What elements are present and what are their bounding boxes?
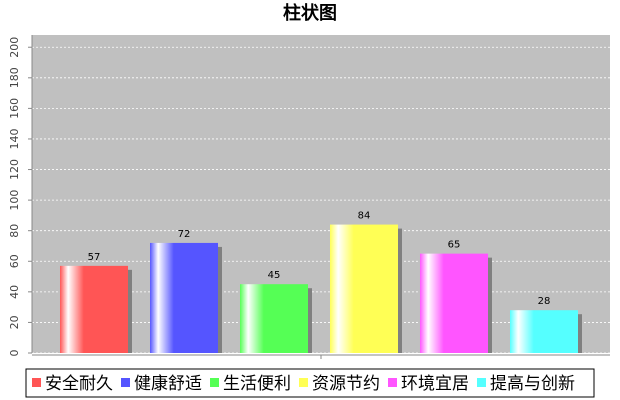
legend-swatch xyxy=(210,378,219,387)
y-tick-label: 180 xyxy=(8,67,21,88)
y-tick-label: 160 xyxy=(8,98,21,119)
legend-swatch xyxy=(299,378,308,387)
legend-label: 生活便利 xyxy=(223,374,291,394)
bar xyxy=(60,265,128,353)
chart-title: 柱状图 xyxy=(283,2,337,24)
bar xyxy=(420,253,488,353)
legend-label: 资源节约 xyxy=(312,374,380,394)
bar xyxy=(510,310,578,353)
value-label: 45 xyxy=(268,270,281,281)
y-tick-label: 120 xyxy=(8,159,21,180)
legend-swatch xyxy=(32,378,41,387)
y-tick-label: 0 xyxy=(8,350,21,357)
legend-swatch xyxy=(121,378,130,387)
y-tick-label: 60 xyxy=(8,254,21,268)
y-tick-label: 80 xyxy=(8,224,21,238)
y-tick-label: 200 xyxy=(8,37,21,58)
legend-label: 提高与创新 xyxy=(490,374,575,394)
value-label: 65 xyxy=(448,240,461,251)
value-label: 57 xyxy=(88,252,101,263)
legend-swatch xyxy=(477,378,486,387)
y-tick-label: 140 xyxy=(8,128,21,149)
legend-label: 环境宜居 xyxy=(401,374,469,394)
value-label: 72 xyxy=(178,229,191,240)
y-tick-label: 20 xyxy=(8,315,21,329)
bar xyxy=(150,242,218,353)
bar xyxy=(240,284,308,353)
y-tick-label: 100 xyxy=(8,190,21,211)
legend-label: 健康舒适 xyxy=(134,374,202,394)
legend-box xyxy=(25,368,595,398)
legend-label: 安全耐久 xyxy=(45,374,113,394)
bar xyxy=(330,224,398,353)
value-label: 28 xyxy=(538,296,551,307)
y-tick-label: 40 xyxy=(8,285,21,299)
legend-swatch xyxy=(388,378,397,387)
value-label: 84 xyxy=(358,211,371,222)
